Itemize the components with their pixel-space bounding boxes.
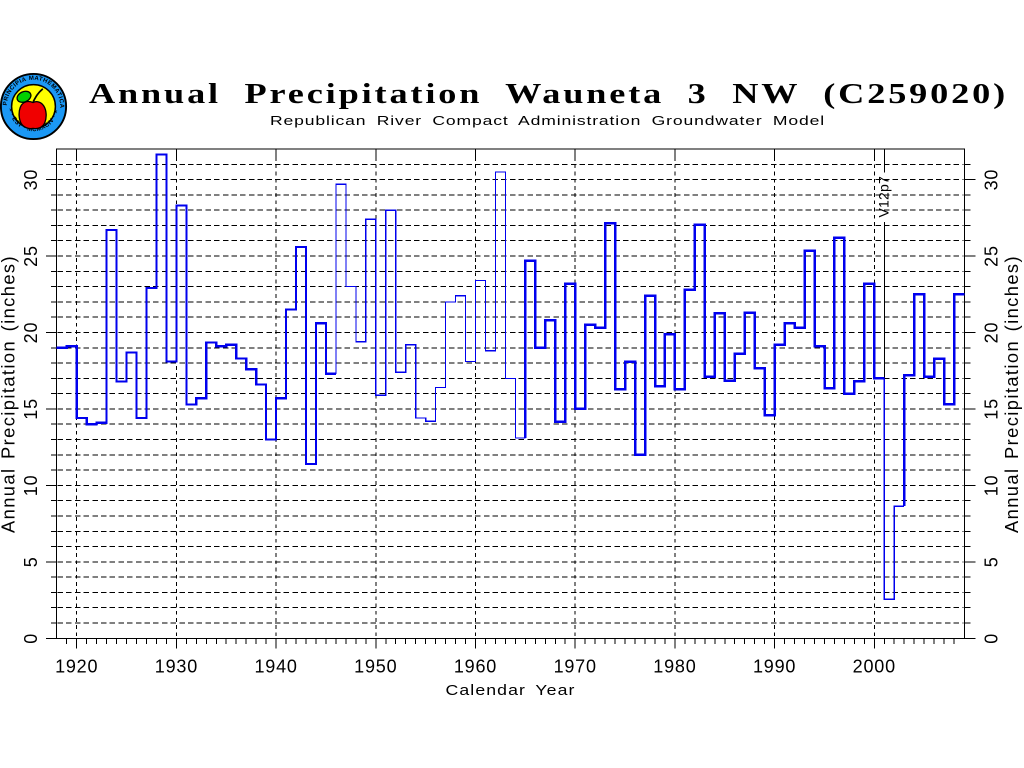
svg-text:1970: 1970 (554, 657, 597, 677)
svg-text:5: 5 (982, 556, 1002, 567)
svg-text:0: 0 (21, 633, 41, 644)
svg-text:2000: 2000 (853, 657, 896, 677)
svg-text:20: 20 (982, 322, 1002, 344)
svg-text:Annual Precipitation (inches): Annual Precipitation (inches) (1002, 255, 1022, 533)
svg-text:15: 15 (982, 398, 1002, 420)
svg-text:Annual Precipitation Wauneta 3: Annual Precipitation Wauneta 3 NW (C2590… (89, 79, 1008, 110)
svg-text:1930: 1930 (155, 657, 198, 677)
svg-text:1990: 1990 (753, 657, 796, 677)
svg-text:Republican River Compact Admin: Republican River Compact Administration … (270, 113, 825, 128)
svg-text:30: 30 (21, 169, 41, 191)
svg-text:10: 10 (21, 475, 41, 497)
svg-text:30: 30 (982, 169, 1002, 191)
svg-text:5: 5 (21, 556, 41, 567)
svg-text:1940: 1940 (254, 657, 297, 677)
svg-text:25: 25 (21, 245, 41, 267)
svg-text:25: 25 (982, 245, 1002, 267)
svg-text:V12p7: V12p7 (875, 176, 891, 217)
svg-text:1950: 1950 (354, 657, 397, 677)
svg-text:Calendar Year: Calendar Year (446, 683, 576, 699)
svg-text:1960: 1960 (454, 657, 497, 677)
svg-text:1980: 1980 (653, 657, 696, 677)
svg-text:10: 10 (982, 475, 1002, 497)
svg-text:20: 20 (21, 322, 41, 344)
svg-text:1920: 1920 (55, 657, 98, 677)
svg-text:0: 0 (982, 633, 1002, 644)
svg-text:Annual Precipitation (inches): Annual Precipitation (inches) (0, 255, 19, 533)
svg-text:15: 15 (21, 398, 41, 420)
